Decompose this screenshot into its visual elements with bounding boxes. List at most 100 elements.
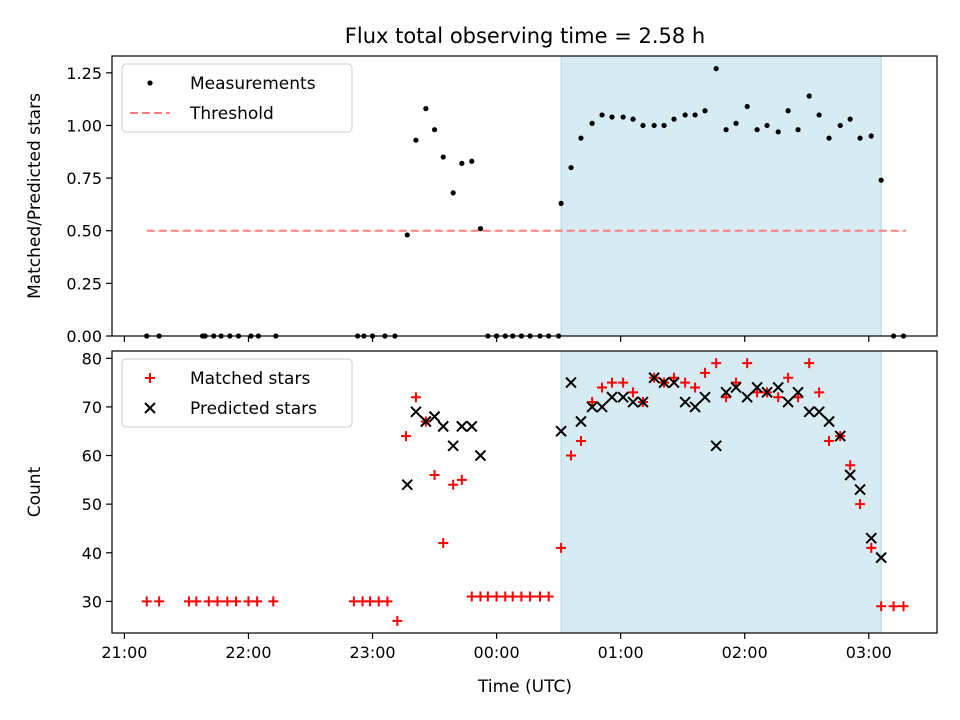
measurement-point <box>806 93 812 99</box>
predicted-stars-point <box>428 410 441 423</box>
x-tick-label: 23:00 <box>349 643 395 662</box>
predicted-stars-point <box>689 401 701 413</box>
predicted-stars-point <box>679 396 691 408</box>
predicted-stars-point <box>658 376 670 389</box>
legend-marker-predicted <box>144 402 156 414</box>
predicted-stars-point <box>606 391 618 403</box>
predicted-stars-point <box>466 420 478 433</box>
matched-stars-point <box>243 596 254 607</box>
matched-stars-point <box>231 596 242 607</box>
matched-stars-point <box>618 377 629 388</box>
predicted-stars-point <box>699 391 711 403</box>
legend-marker-matched <box>145 373 155 383</box>
matched-stars-point <box>507 591 518 602</box>
matched-stars-point <box>212 596 223 607</box>
measurement-point <box>589 120 595 126</box>
x-axis-label: Time (UTC) <box>477 677 572 697</box>
matched-stars-point <box>154 596 165 607</box>
predicted-stars-point <box>720 386 732 399</box>
measurement-point <box>764 122 770 129</box>
matched-stars-point <box>804 358 815 369</box>
measurement-point <box>477 226 484 232</box>
matched-stars-point <box>191 596 202 607</box>
matched-stars-point <box>448 479 459 490</box>
measurement-point <box>630 116 636 122</box>
measurement-point <box>609 114 615 120</box>
predicted-stars-point <box>772 381 784 394</box>
y-tick-label: 80 <box>82 349 102 368</box>
predicted-stars-point <box>710 440 722 452</box>
y-tick-label: 0.50 <box>66 222 102 241</box>
predicted-stars-point <box>844 469 856 481</box>
legend-box <box>121 358 353 428</box>
y-tick-label: 70 <box>82 398 102 417</box>
predicted-stars-point <box>834 430 846 442</box>
predicted-stars-point <box>741 391 753 403</box>
predicted-stars-point <box>575 415 587 428</box>
matched-stars-point <box>141 596 152 607</box>
y-axis-label: Count <box>25 466 45 517</box>
matched-stars-point <box>466 591 477 602</box>
measurement-point <box>568 164 574 171</box>
measurement-point <box>404 232 410 238</box>
measurement-point <box>558 200 564 206</box>
matched-stars-point <box>268 596 279 607</box>
predicted-stars-point <box>730 381 742 394</box>
y-tick-label: 30 <box>82 592 102 611</box>
matched-stars-point <box>392 615 403 626</box>
measurement-point <box>671 116 677 122</box>
measurement-point <box>651 122 657 129</box>
x-tick-label: 22:00 <box>225 643 271 662</box>
x-tick-label: 00:00 <box>474 643 520 662</box>
matched-stars-point <box>382 596 393 607</box>
predicted-stars-point <box>813 406 825 418</box>
matched-stars-point <box>203 596 214 607</box>
matched-stars-point <box>222 596 233 607</box>
predicted-stars-point <box>474 449 487 462</box>
matched-stars-point <box>543 591 554 602</box>
measurement-point <box>702 108 708 114</box>
measurement-point <box>661 122 667 129</box>
predicted-stars-point <box>782 396 794 408</box>
y-tick-label: 0.25 <box>66 274 102 293</box>
matched-stars-point <box>711 358 722 369</box>
predicted-stars-point <box>617 391 629 403</box>
bottom-panel: 30 40 50 60 70 80 21:00 22:00 23:00 00:00 01:00 02:… <box>25 349 938 662</box>
measurement-point <box>578 135 584 141</box>
measurement-point <box>640 122 646 129</box>
matched-stars-point <box>668 372 679 383</box>
matched-stars-point <box>731 377 742 388</box>
matched-stars-point <box>535 591 546 602</box>
measurement-point <box>431 127 438 133</box>
matched-stars-point <box>566 450 577 461</box>
measurement-point <box>423 106 429 112</box>
matched-stars-point <box>575 435 586 446</box>
matched-stars-point <box>438 538 449 549</box>
measurement-point <box>450 190 456 196</box>
x-tick-label: 21:00 <box>101 643 147 662</box>
y-tick-label: 40 <box>82 544 102 563</box>
matched-stars-point <box>597 382 608 393</box>
measurement-point <box>754 127 760 133</box>
x-tick-label: 01:00 <box>598 643 644 662</box>
matched-stars-point <box>742 358 753 369</box>
measurement-point <box>826 135 832 141</box>
measurement-point <box>744 103 750 110</box>
matched-stars-point <box>525 591 536 602</box>
matched-stars-point <box>700 367 711 378</box>
measurement-point <box>775 129 781 135</box>
matched-stars-point <box>606 377 617 388</box>
predicted-stars-point <box>854 483 866 496</box>
y-tick-label: 1.25 <box>66 64 102 83</box>
predicted-stars-point <box>668 376 680 389</box>
predicted-stars-point <box>565 376 577 389</box>
measurement-point <box>857 135 863 141</box>
matched-stars-point <box>456 474 467 485</box>
matched-stars-point <box>491 591 502 602</box>
measurement-point <box>733 120 739 126</box>
matched-stars-point <box>690 382 701 393</box>
measurement-point <box>459 160 465 166</box>
top-panel: 0.00 0.25 0.50 0.75 1.00 1.25 Matched/Predicte… <box>25 55 938 346</box>
predicted-stars-point <box>823 415 835 428</box>
